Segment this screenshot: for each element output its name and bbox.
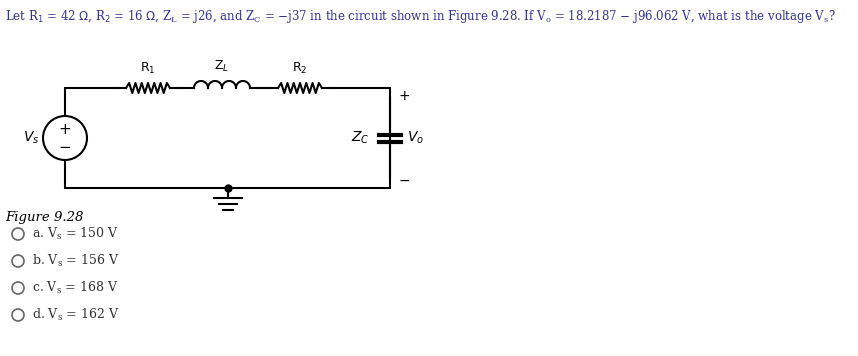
Text: Z$_\mathregular{C}$: Z$_\mathregular{C}$: [351, 130, 370, 146]
Text: +: +: [398, 89, 410, 103]
Text: Figure 9.28: Figure 9.28: [5, 211, 83, 224]
Text: b. V$_\mathregular{s}$ = 156 V: b. V$_\mathregular{s}$ = 156 V: [32, 253, 119, 269]
Text: +: +: [58, 122, 71, 137]
Text: R$_1$: R$_1$: [140, 61, 156, 76]
Text: V$_\mathregular{s}$: V$_\mathregular{s}$: [23, 130, 39, 146]
Text: $-$: $-$: [398, 173, 410, 187]
Text: a. V$_\mathregular{s}$ = 150 V: a. V$_\mathregular{s}$ = 150 V: [32, 226, 119, 242]
Text: c. V$_\mathregular{s}$ = 168 V: c. V$_\mathregular{s}$ = 168 V: [32, 280, 118, 296]
Text: R$_2$: R$_2$: [293, 61, 308, 76]
Text: Let R$_1$ = 42 $\Omega$, R$_2$ = 16 $\Omega$, Z$_\mathregular{L}$ = j26, and Z$_: Let R$_1$ = 42 $\Omega$, R$_2$ = 16 $\Om…: [5, 8, 836, 25]
Text: d. V$_\mathregular{s}$ = 162 V: d. V$_\mathregular{s}$ = 162 V: [32, 307, 119, 323]
Text: $-$: $-$: [58, 137, 71, 152]
Text: Z$_L$: Z$_L$: [214, 59, 229, 74]
Text: V$_\mathregular{o}$: V$_\mathregular{o}$: [408, 130, 425, 146]
